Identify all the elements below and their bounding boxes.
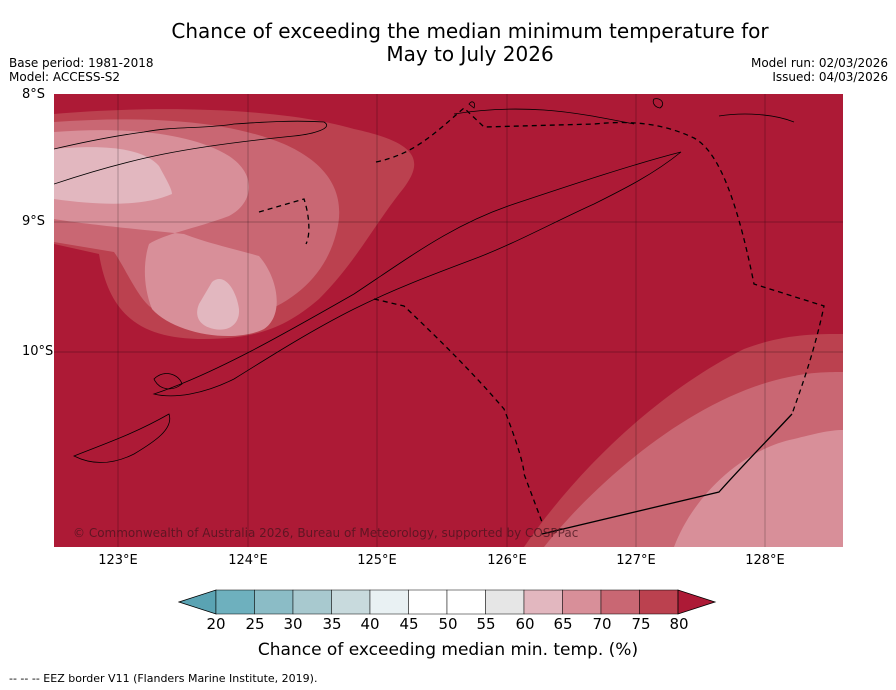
lon-label-126e: 126°E (487, 553, 527, 568)
run-info: Model run: 02/03/2026 Issued: 04/03/2026 (751, 56, 888, 84)
lat-label-9s: 9°S (22, 214, 46, 229)
lon-label-127e: 127°E (616, 553, 656, 568)
eez-borders (258, 107, 825, 523)
colorbar-tick: 25 (245, 615, 265, 633)
rote-coastline (73, 413, 171, 463)
map-canvas (54, 94, 843, 547)
colorbar-tick: 40 (360, 615, 380, 633)
colorbar-segment (562, 589, 602, 615)
title-line-2: May to July 2026 (386, 42, 554, 66)
contour-60-north (54, 147, 172, 204)
small-island-1 (652, 98, 663, 109)
colorbar-tick: 60 (515, 615, 535, 633)
lon-label-124e: 124°E (228, 553, 268, 568)
contour-60-island (197, 279, 240, 330)
lon-label-125e: 125°E (357, 553, 397, 568)
colorbar-segment (523, 589, 563, 615)
model-run: Model run: 02/03/2026 (750, 56, 888, 70)
lon-label-128e: 128°E (745, 553, 785, 568)
contour-65-se (674, 430, 843, 547)
colorbar-tick: 55 (476, 615, 496, 633)
colorbar-segment (215, 589, 255, 615)
eez-legend-footer: -- -- -- EEZ border V11 (Flanders Marine… (9, 672, 318, 685)
colorbar-segment (369, 589, 409, 615)
graticule (54, 94, 843, 547)
colorbar-segment (485, 589, 525, 615)
colorbar-segment (600, 589, 640, 615)
colorbar-segment (639, 589, 679, 615)
lon-label-123e: 123°E (98, 553, 138, 568)
colorbar-extension-high (677, 589, 717, 615)
title-line-1: Chance of exceeding the median minimum t… (171, 19, 769, 43)
colorbar-segment (292, 589, 332, 615)
coastlines (54, 98, 795, 463)
model-name: Model: ACCESS-S2 (9, 70, 121, 84)
forecast-map (54, 94, 843, 547)
colorbar-tick: 35 (322, 615, 342, 633)
colorbar-segment (408, 589, 448, 615)
colorbar-segment (331, 589, 371, 615)
colorbar-label: Chance of exceeding median min. temp. (%… (257, 640, 639, 660)
tanimbar-coastline (718, 113, 795, 123)
colorbar-tick: 75 (631, 615, 651, 633)
issued-date: Issued: 04/03/2026 (772, 70, 888, 84)
copyright-notice: © Commonwealth of Australia 2026, Bureau… (73, 526, 579, 540)
colorbar-segment (254, 589, 294, 615)
colorbar-extension-low (177, 589, 217, 615)
wetar-coastline (453, 108, 635, 125)
flores-alor-coastline (54, 120, 327, 185)
colorbar-tick: 70 (592, 615, 612, 633)
colorbar-scale (177, 589, 717, 615)
map-title: Chance of exceeding the median minimum t… (100, 20, 840, 66)
colorbar (177, 589, 720, 619)
colorbar-tick: 65 (553, 615, 573, 633)
lat-label-8s: 8°S (22, 87, 46, 102)
colorbar-tick: 20 (206, 615, 226, 633)
eez-west (258, 198, 310, 245)
colorbar-tick: 45 (399, 615, 419, 633)
eez-timor-border (373, 298, 543, 523)
base-period: Base period: 1981-2018 (9, 56, 154, 70)
eez-north (375, 107, 825, 415)
colorbar-tick: 80 (669, 615, 689, 633)
lat-label-10s: 10°S (22, 344, 54, 359)
semau-coastline (153, 373, 183, 390)
colorbar-segment (446, 589, 486, 615)
timor-coastline (152, 151, 682, 397)
model-info: Base period: 1981-2018 Model: ACCESS-S2 (9, 56, 154, 84)
colorbar-tick: 50 (438, 615, 458, 633)
colorbar-tick: 30 (283, 615, 303, 633)
small-island-2 (468, 101, 475, 109)
eez-southeast-border (541, 413, 793, 535)
